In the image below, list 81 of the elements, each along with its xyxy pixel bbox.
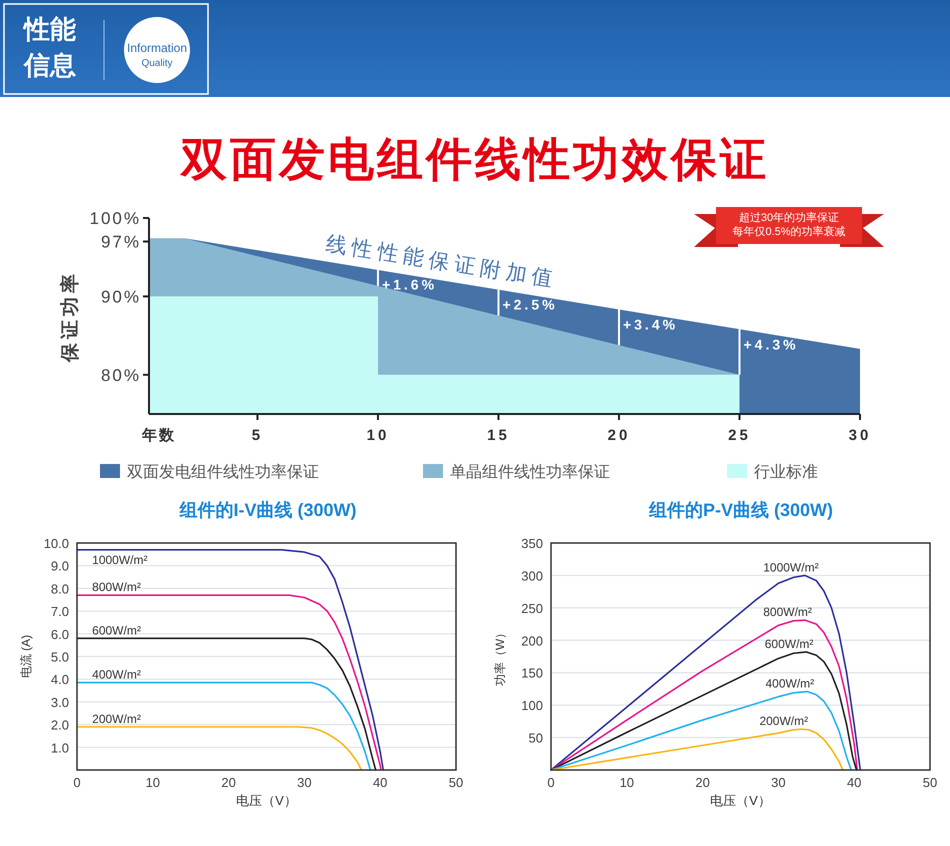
y-axis-title: 功率（W） <box>493 626 507 686</box>
y-tick-label: 2.0 <box>50 718 69 733</box>
y-tick-label: 5.0 <box>50 650 69 664</box>
x-tick-label: 20 <box>608 427 630 444</box>
y-tick-label: 1.0 <box>50 740 69 756</box>
x-axis-title: 电压（V） <box>710 793 771 808</box>
x-tick-label: 20 <box>695 775 710 790</box>
legend-label: 单晶组件线性功率保证 <box>450 463 610 481</box>
annotation: 每年仅0.5%的功率衰减 <box>732 225 846 238</box>
y-tick-label: 3.0 <box>50 694 69 710</box>
series-label: 200W/m² <box>759 714 808 728</box>
x-tick-label: 40 <box>846 775 862 790</box>
series-label: 400W/m² <box>92 668 141 682</box>
y-tick-label: 7.0 <box>50 604 69 620</box>
y-axis-title: 电流 (A) <box>19 634 33 678</box>
line-series <box>76 638 376 771</box>
y-tick-label: 50 <box>528 730 543 746</box>
text: 性能 <box>22 14 76 44</box>
x-tick-label: 15 <box>487 427 510 444</box>
series-label: 800W/m² <box>92 580 141 594</box>
x-axis-title: 电压（V） <box>236 793 297 808</box>
y-tick-label: 250 <box>521 600 543 616</box>
x-tick-label: 10 <box>366 427 390 444</box>
line-series <box>550 690 852 771</box>
x-tick-label: 0 <box>73 775 81 790</box>
y-tick-label: 100 <box>521 698 543 714</box>
y-tick-label: 97% <box>100 232 141 252</box>
y-tick-label: 350 <box>521 536 543 551</box>
line-series <box>76 549 384 771</box>
line-series <box>76 594 382 771</box>
line-series <box>550 619 858 771</box>
line-series <box>76 682 372 771</box>
y-tick-label: 8.0 <box>50 581 69 596</box>
y-tick-label: 200 <box>521 633 543 648</box>
series-label: 600W/m² <box>764 636 814 651</box>
y-tick-label: 9.0 <box>50 558 69 574</box>
text: 信息 <box>23 50 76 80</box>
x-tick-label: 50 <box>922 775 938 790</box>
annotation: +3.4% <box>622 316 678 333</box>
annotation: 超过30年的功率保证 <box>738 211 840 224</box>
series-label: 200W/m² <box>92 712 141 726</box>
text: Information <box>126 41 188 55</box>
line-series <box>76 726 362 771</box>
y-tick-label: 4.0 <box>50 672 69 688</box>
chart-title: 组件的P-V曲线 (300W) <box>648 500 834 520</box>
series-label: 1000W/m² <box>763 560 819 574</box>
x-tick-label: 25 <box>728 427 751 444</box>
annotation: +1.6% <box>382 276 438 293</box>
series-label: 800W/m² <box>763 605 812 620</box>
y-tick-label: 10.0 <box>44 536 69 551</box>
x-tick-label: 30 <box>848 427 872 444</box>
text: Quality <box>141 58 173 69</box>
x-tick-label: 30 <box>771 775 786 790</box>
y-tick-label: 100% <box>90 209 141 228</box>
y-tick-label: 300 <box>521 568 543 584</box>
y-tick-label: 90% <box>100 287 141 306</box>
series-label: 400W/m² <box>766 676 814 691</box>
annotation: +2.5% <box>502 296 558 312</box>
y-tick-label: 80% <box>100 366 141 385</box>
chart-title: 组件的I-V曲线 (300W) <box>178 500 357 520</box>
y-tick-label: 150 <box>521 666 543 681</box>
chart-title: 双面发电组件线性功效保证 <box>179 133 769 185</box>
y-axis-title: 保证功率 <box>59 270 81 363</box>
x-tick-label: 20 <box>221 775 236 790</box>
x-tick-label: 5 <box>252 427 264 444</box>
legend-label: 行业标准 <box>754 463 818 481</box>
line-series <box>550 651 858 771</box>
line-series <box>550 574 862 771</box>
annotation: +4.3% <box>743 336 799 352</box>
x-tick-label: 10 <box>146 775 160 790</box>
x-tick-label: 0 <box>547 775 555 790</box>
x-tick-label: 30 <box>297 775 312 790</box>
line-series <box>550 728 844 771</box>
x-tick-label: 10 <box>620 775 634 790</box>
x-tick-label: 40 <box>372 775 388 790</box>
y-tick-label: 6.0 <box>50 626 69 642</box>
legend-label: 双面发电组件线性功率保证 <box>127 463 319 481</box>
x-axis-title: 年数 <box>141 427 176 444</box>
series-label: 1000W/m² <box>92 552 148 567</box>
x-tick-label: 50 <box>448 775 464 790</box>
series-label: 600W/m² <box>92 623 141 638</box>
